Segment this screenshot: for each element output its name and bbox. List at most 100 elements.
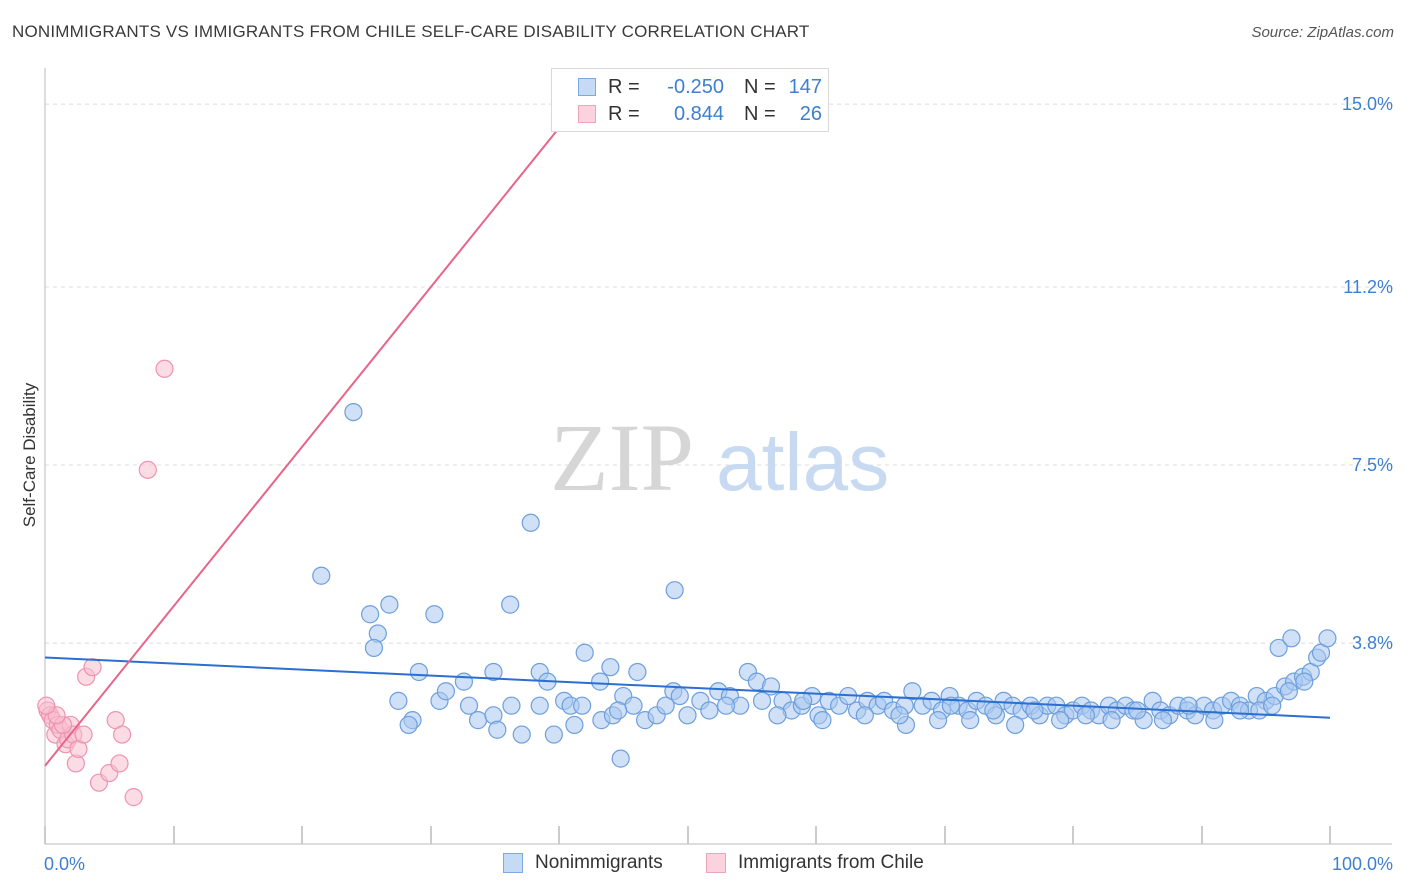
- data-point-nonimmigrant: [1025, 701, 1044, 720]
- data-point-nonimmigrant: [1128, 701, 1147, 720]
- data-point-nonimmigrant: [544, 725, 563, 744]
- data-point-nonimmigrant: [628, 662, 647, 682]
- data-point-nonimmigrant: [716, 696, 736, 715]
- data-point-chile: [37, 696, 56, 715]
- data-point-nonimmigrant: [501, 595, 520, 614]
- grid-lines: [45, 103, 1392, 644]
- legend-r-value: 0.844: [673, 102, 724, 125]
- data-point-nonimmigrant: [903, 682, 922, 701]
- data-point-nonimmigrant: [700, 701, 719, 720]
- legend-n-label: N =: [744, 75, 776, 98]
- legend-swatch-blue: [578, 78, 596, 96]
- watermark-atlas: atlas: [716, 417, 889, 508]
- legend-label-nonimmigrants: Nonimmigrants: [535, 852, 663, 873]
- data-point-nonimmigrant: [678, 706, 697, 725]
- chart-title: NONIMMIGRANTS VS IMMIGRANTS FROM CHILE S…: [12, 22, 810, 41]
- data-point-nonimmigrant: [512, 725, 531, 744]
- data-point-nonimmigrant: [484, 662, 503, 682]
- series-legend: Nonimmigrants Immigrants from Chile: [0, 852, 1406, 878]
- data-point-nonimmigrant: [530, 696, 549, 715]
- y-axis-label: Self-Care Disability: [20, 382, 39, 527]
- data-point-nonimmigrant: [573, 696, 592, 715]
- data-point-nonimmigrant: [399, 715, 418, 735]
- data-point-nonimmigrant: [624, 696, 643, 715]
- data-point-nonimmigrant: [1269, 638, 1288, 658]
- data-point-nonimmigrant: [488, 720, 507, 739]
- data-point-nonimmigrant: [364, 638, 384, 658]
- data-point-nonimmigrant: [609, 701, 628, 720]
- legend-swatch-blue: [503, 853, 523, 873]
- data-point-nonimmigrant: [961, 711, 980, 730]
- legend-r-label: R =: [608, 102, 640, 125]
- data-point-nonimmigrant: [1102, 711, 1121, 730]
- data-point-nonimmigrant: [752, 691, 772, 710]
- data-point-nonimmigrant: [565, 715, 584, 735]
- data-point-nonimmigrant: [409, 662, 429, 682]
- trend-line-nonimmigrants: [44, 656, 1331, 719]
- data-point-chile: [83, 658, 102, 677]
- data-point-chile: [74, 725, 93, 744]
- axes: [44, 68, 1392, 845]
- tick-labels: 3.8% 7.5% 11.2% 15.0% 0.0% 100.0%: [44, 94, 1393, 874]
- legend-swatch-pink: [578, 105, 596, 123]
- data-point-nonimmigrant: [656, 696, 675, 715]
- data-point-nonimmigrant: [601, 658, 620, 677]
- data-point-nonimmigrant: [768, 706, 787, 725]
- legend-label-chile: Immigrants from Chile: [738, 852, 924, 873]
- legend-item-chile[interactable]: Immigrants from Chile: [706, 852, 924, 874]
- data-point-nonimmigrant: [670, 686, 689, 706]
- watermark-zip: ZIP: [550, 404, 694, 511]
- data-point-nonimmigrant: [1318, 629, 1337, 648]
- data-point-nonimmigrant: [1263, 696, 1282, 715]
- trend-lines: [44, 103, 1331, 767]
- data-point-nonimmigrant: [611, 749, 630, 768]
- data-point-nonimmigrant: [1076, 706, 1095, 725]
- data-point-chile: [155, 359, 174, 378]
- data-point-nonimmigrant: [984, 701, 1003, 720]
- data-point-nonimmigrant: [1205, 711, 1224, 730]
- data-point-nonimmigrant: [1153, 711, 1173, 730]
- legend-row-chile: R = 0.844 N = 26: [552, 101, 822, 127]
- data-point-nonimmigrant: [591, 672, 610, 691]
- data-point-nonimmigrant: [361, 605, 380, 624]
- data-point-nonimmigrant: [813, 711, 832, 730]
- legend-n-value: 147: [788, 75, 822, 98]
- data-point-nonimmigrant: [389, 691, 408, 710]
- source-label: Source: ZipAtlas.com: [1251, 24, 1394, 41]
- legend-swatch-pink: [706, 853, 726, 873]
- correlation-legend: R = -0.250 N = 147 R = 0.844 N = 26: [551, 68, 829, 132]
- data-point-chile: [138, 460, 157, 479]
- data-point-nonimmigrant: [855, 706, 874, 725]
- data-point-nonimmigrant: [890, 706, 909, 725]
- data-point-nonimmigrant: [380, 595, 399, 614]
- series-immigrants-from-chile: [37, 359, 174, 807]
- data-point-nonimmigrant: [344, 402, 363, 422]
- data-point-nonimmigrant: [436, 682, 456, 701]
- data-point-nonimmigrant: [1051, 711, 1070, 730]
- y-tick-label: 15.0%: [1342, 94, 1393, 114]
- data-point-nonimmigrant: [941, 696, 961, 715]
- trend-line-chile: [44, 103, 580, 767]
- data-point-nonimmigrant: [425, 605, 444, 624]
- data-point-nonimmigrant: [1230, 701, 1250, 720]
- data-point-nonimmigrant: [1295, 672, 1314, 691]
- y-tick-label: 11.2%: [1343, 277, 1393, 297]
- data-point-chile: [124, 788, 143, 807]
- series-nonimmigrants: [312, 402, 1337, 768]
- legend-n-value: 26: [799, 102, 822, 125]
- data-point-nonimmigrant: [1279, 682, 1298, 701]
- data-point-chile: [110, 754, 129, 773]
- legend-r-label: R =: [608, 75, 640, 98]
- legend-item-nonimmigrants[interactable]: Nonimmigrants: [503, 852, 663, 874]
- data-point-nonimmigrant: [1282, 629, 1301, 648]
- data-point-nonimmigrant: [794, 691, 813, 710]
- y-tick-label: 7.5%: [1352, 455, 1393, 475]
- y-tick-label: 3.8%: [1352, 633, 1393, 653]
- x-tick-label: 100.0%: [1332, 854, 1393, 874]
- x-tick-label: 0.0%: [44, 854, 85, 874]
- legend-n-label: N =: [744, 102, 776, 125]
- data-point-nonimmigrant: [1006, 715, 1025, 735]
- data-point-nonimmigrant: [468, 711, 488, 730]
- legend-row-nonimmigrants: R = -0.250 N = 147: [552, 74, 822, 100]
